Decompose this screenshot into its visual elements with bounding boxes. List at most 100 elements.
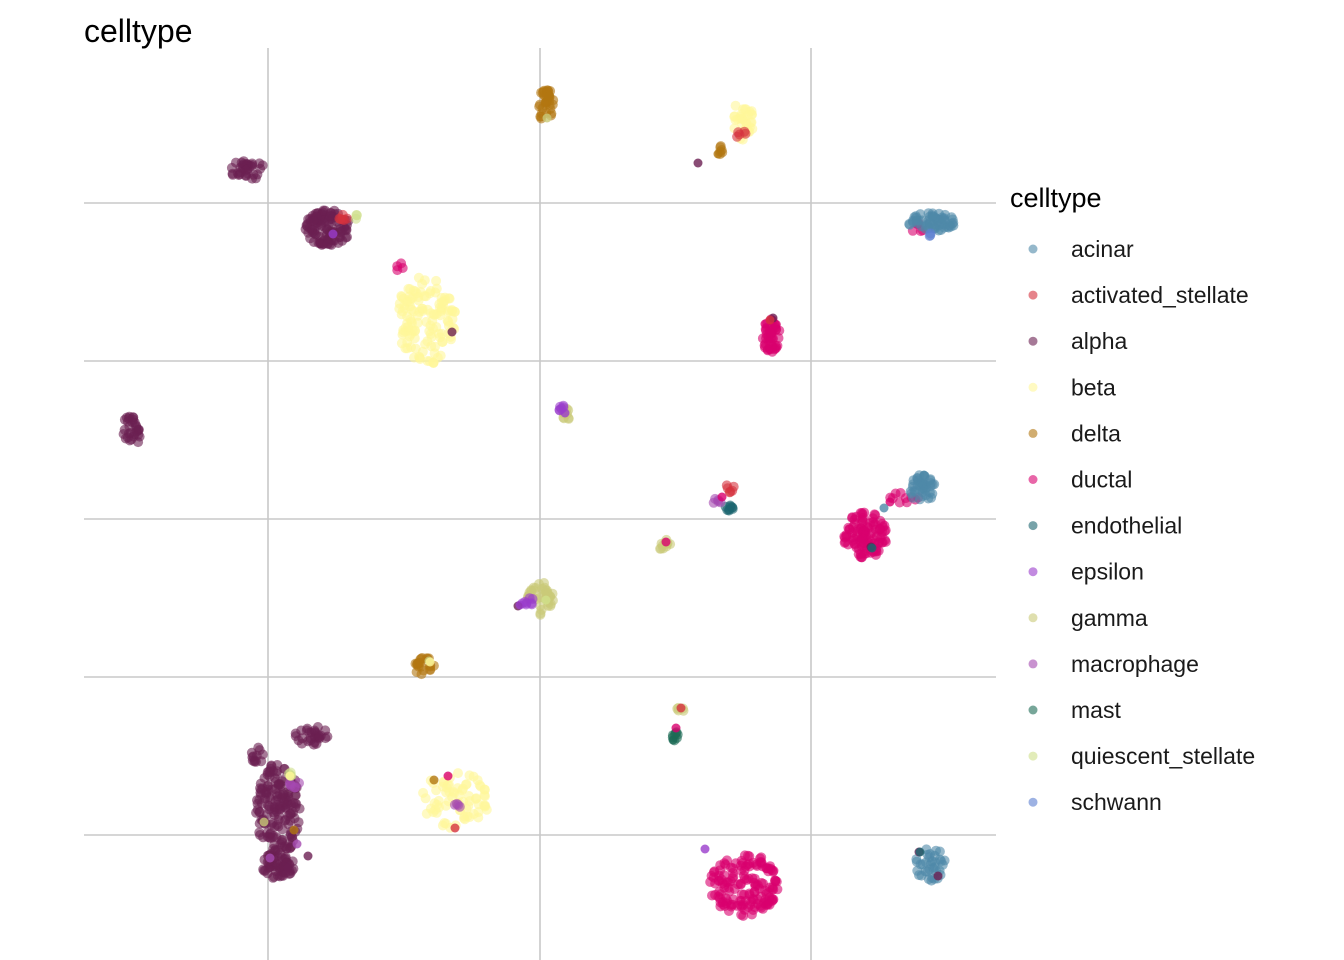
point-epsilon-1355	[560, 408, 570, 418]
point-acinar-1369	[919, 470, 929, 480]
point-beta-549	[431, 275, 442, 286]
point-alpha-382	[285, 815, 296, 826]
point-alpha-356	[266, 819, 277, 830]
legend-key-schwann	[1028, 797, 1038, 807]
point-ductal-1031	[715, 889, 726, 900]
legend-label-mast: mast	[1071, 697, 1121, 723]
point-ductal-775	[772, 340, 783, 351]
point-alpha-134	[335, 226, 346, 237]
point-beta-543	[424, 288, 435, 299]
point-ductal-1010	[744, 858, 755, 869]
point-gamma-1357	[259, 817, 269, 827]
point-ductal-1042	[728, 871, 739, 882]
point-beta-542	[436, 292, 447, 303]
point-alpha-1335	[447, 327, 457, 337]
legend-key-activated_stellate	[1028, 290, 1038, 300]
point-beta-1368	[425, 657, 435, 667]
point-endothelial-1372	[867, 543, 877, 553]
point-ductal-1028	[739, 850, 750, 861]
point-activated_stellate-1308	[740, 128, 751, 139]
point-beta-525	[442, 315, 453, 326]
point-alpha-142	[319, 228, 330, 239]
point-alpha-173	[127, 412, 138, 423]
points-layer	[118, 85, 959, 921]
point-alpha-215	[247, 755, 258, 766]
point-alpha-431	[270, 866, 281, 876]
point-beta-672	[473, 812, 484, 823]
point-ductal-1048	[392, 261, 403, 272]
point-beta-555	[402, 318, 413, 329]
legend-key-gamma	[1028, 613, 1038, 623]
point-gamma-1358	[542, 113, 552, 123]
point-beta-676	[449, 788, 460, 799]
point-acinar-1370	[879, 503, 889, 513]
point-alpha-384	[255, 789, 266, 800]
point-alpha-34	[247, 158, 258, 169]
legend-key-mast	[1028, 705, 1038, 715]
point-ductal-891	[871, 531, 882, 542]
legend-label-gamma: gamma	[1071, 605, 1148, 631]
legend-key-alpha	[1028, 336, 1038, 346]
point-alpha-304	[276, 835, 287, 846]
point-alpha-199	[290, 728, 301, 739]
point-alpha-386	[272, 760, 283, 770]
point-delta-1346	[713, 149, 723, 159]
legend-label-activated_stellate: activated_stellate	[1071, 282, 1249, 308]
point-alpha-216	[257, 749, 268, 760]
point-macrophage-1363	[265, 853, 275, 863]
legend-key-beta	[1028, 382, 1038, 392]
point-beta-674	[463, 791, 474, 801]
point-beta-663	[431, 785, 442, 796]
chart-title: celltype	[84, 13, 193, 49]
point-acinar-1191	[920, 866, 931, 877]
point-alpha-344	[277, 776, 287, 787]
point-acinar-1193	[915, 859, 926, 870]
point-beta-550	[412, 310, 423, 321]
point-beta-479	[417, 278, 428, 289]
point-alpha-172	[119, 414, 130, 425]
point-alpha-204	[305, 733, 316, 744]
point-beta-642	[468, 771, 479, 782]
legend-label-beta: beta	[1071, 374, 1116, 400]
point-ductal-1040	[735, 879, 746, 890]
point-beta-659	[462, 811, 473, 822]
point-epsilon-1353	[328, 229, 338, 239]
point-beta-561	[394, 298, 405, 309]
point-beta-648	[461, 779, 472, 790]
point-ductal-1025	[770, 875, 781, 886]
point-quiescent_stellate-1330	[351, 210, 362, 220]
point-macrophage-1362	[292, 839, 302, 849]
point-acinar-1116	[938, 214, 949, 225]
point-beta-546	[414, 351, 425, 362]
point-acinar-1119	[924, 218, 935, 229]
point-acinar-1186	[925, 849, 936, 859]
point-delta-739	[715, 141, 726, 152]
point-epsilon-1274	[524, 593, 535, 604]
point-ductal-992	[714, 870, 724, 881]
point-ductal-968	[746, 909, 757, 920]
point-alpha-174	[122, 432, 133, 443]
point-beta-655	[479, 791, 490, 802]
point-ductal-1039	[705, 877, 716, 887]
point-delta-732	[411, 667, 422, 677]
point-ductal-1043	[738, 910, 749, 921]
point-mast-1374	[668, 735, 678, 745]
legend-key-delta	[1028, 428, 1038, 438]
point-alpha-18	[255, 163, 266, 174]
legend-title: celltype	[1010, 183, 1102, 213]
point-ductal-783	[765, 326, 776, 337]
point-beta-670	[438, 777, 449, 788]
point-delta-709	[545, 103, 556, 114]
point-beta-556	[446, 305, 457, 315]
point-ductal-1044	[717, 897, 728, 907]
legend-label-macrophage: macrophage	[1071, 651, 1199, 677]
point-activated_stellate-1297	[725, 486, 736, 497]
point-ductal-1041	[760, 885, 770, 896]
point-alpha-426	[258, 864, 269, 875]
point-beta-564	[413, 292, 424, 302]
point-beta-566	[435, 310, 446, 321]
point-beta-675	[421, 808, 432, 819]
point-ductal-894	[879, 520, 890, 531]
point-alpha-201	[314, 732, 325, 742]
